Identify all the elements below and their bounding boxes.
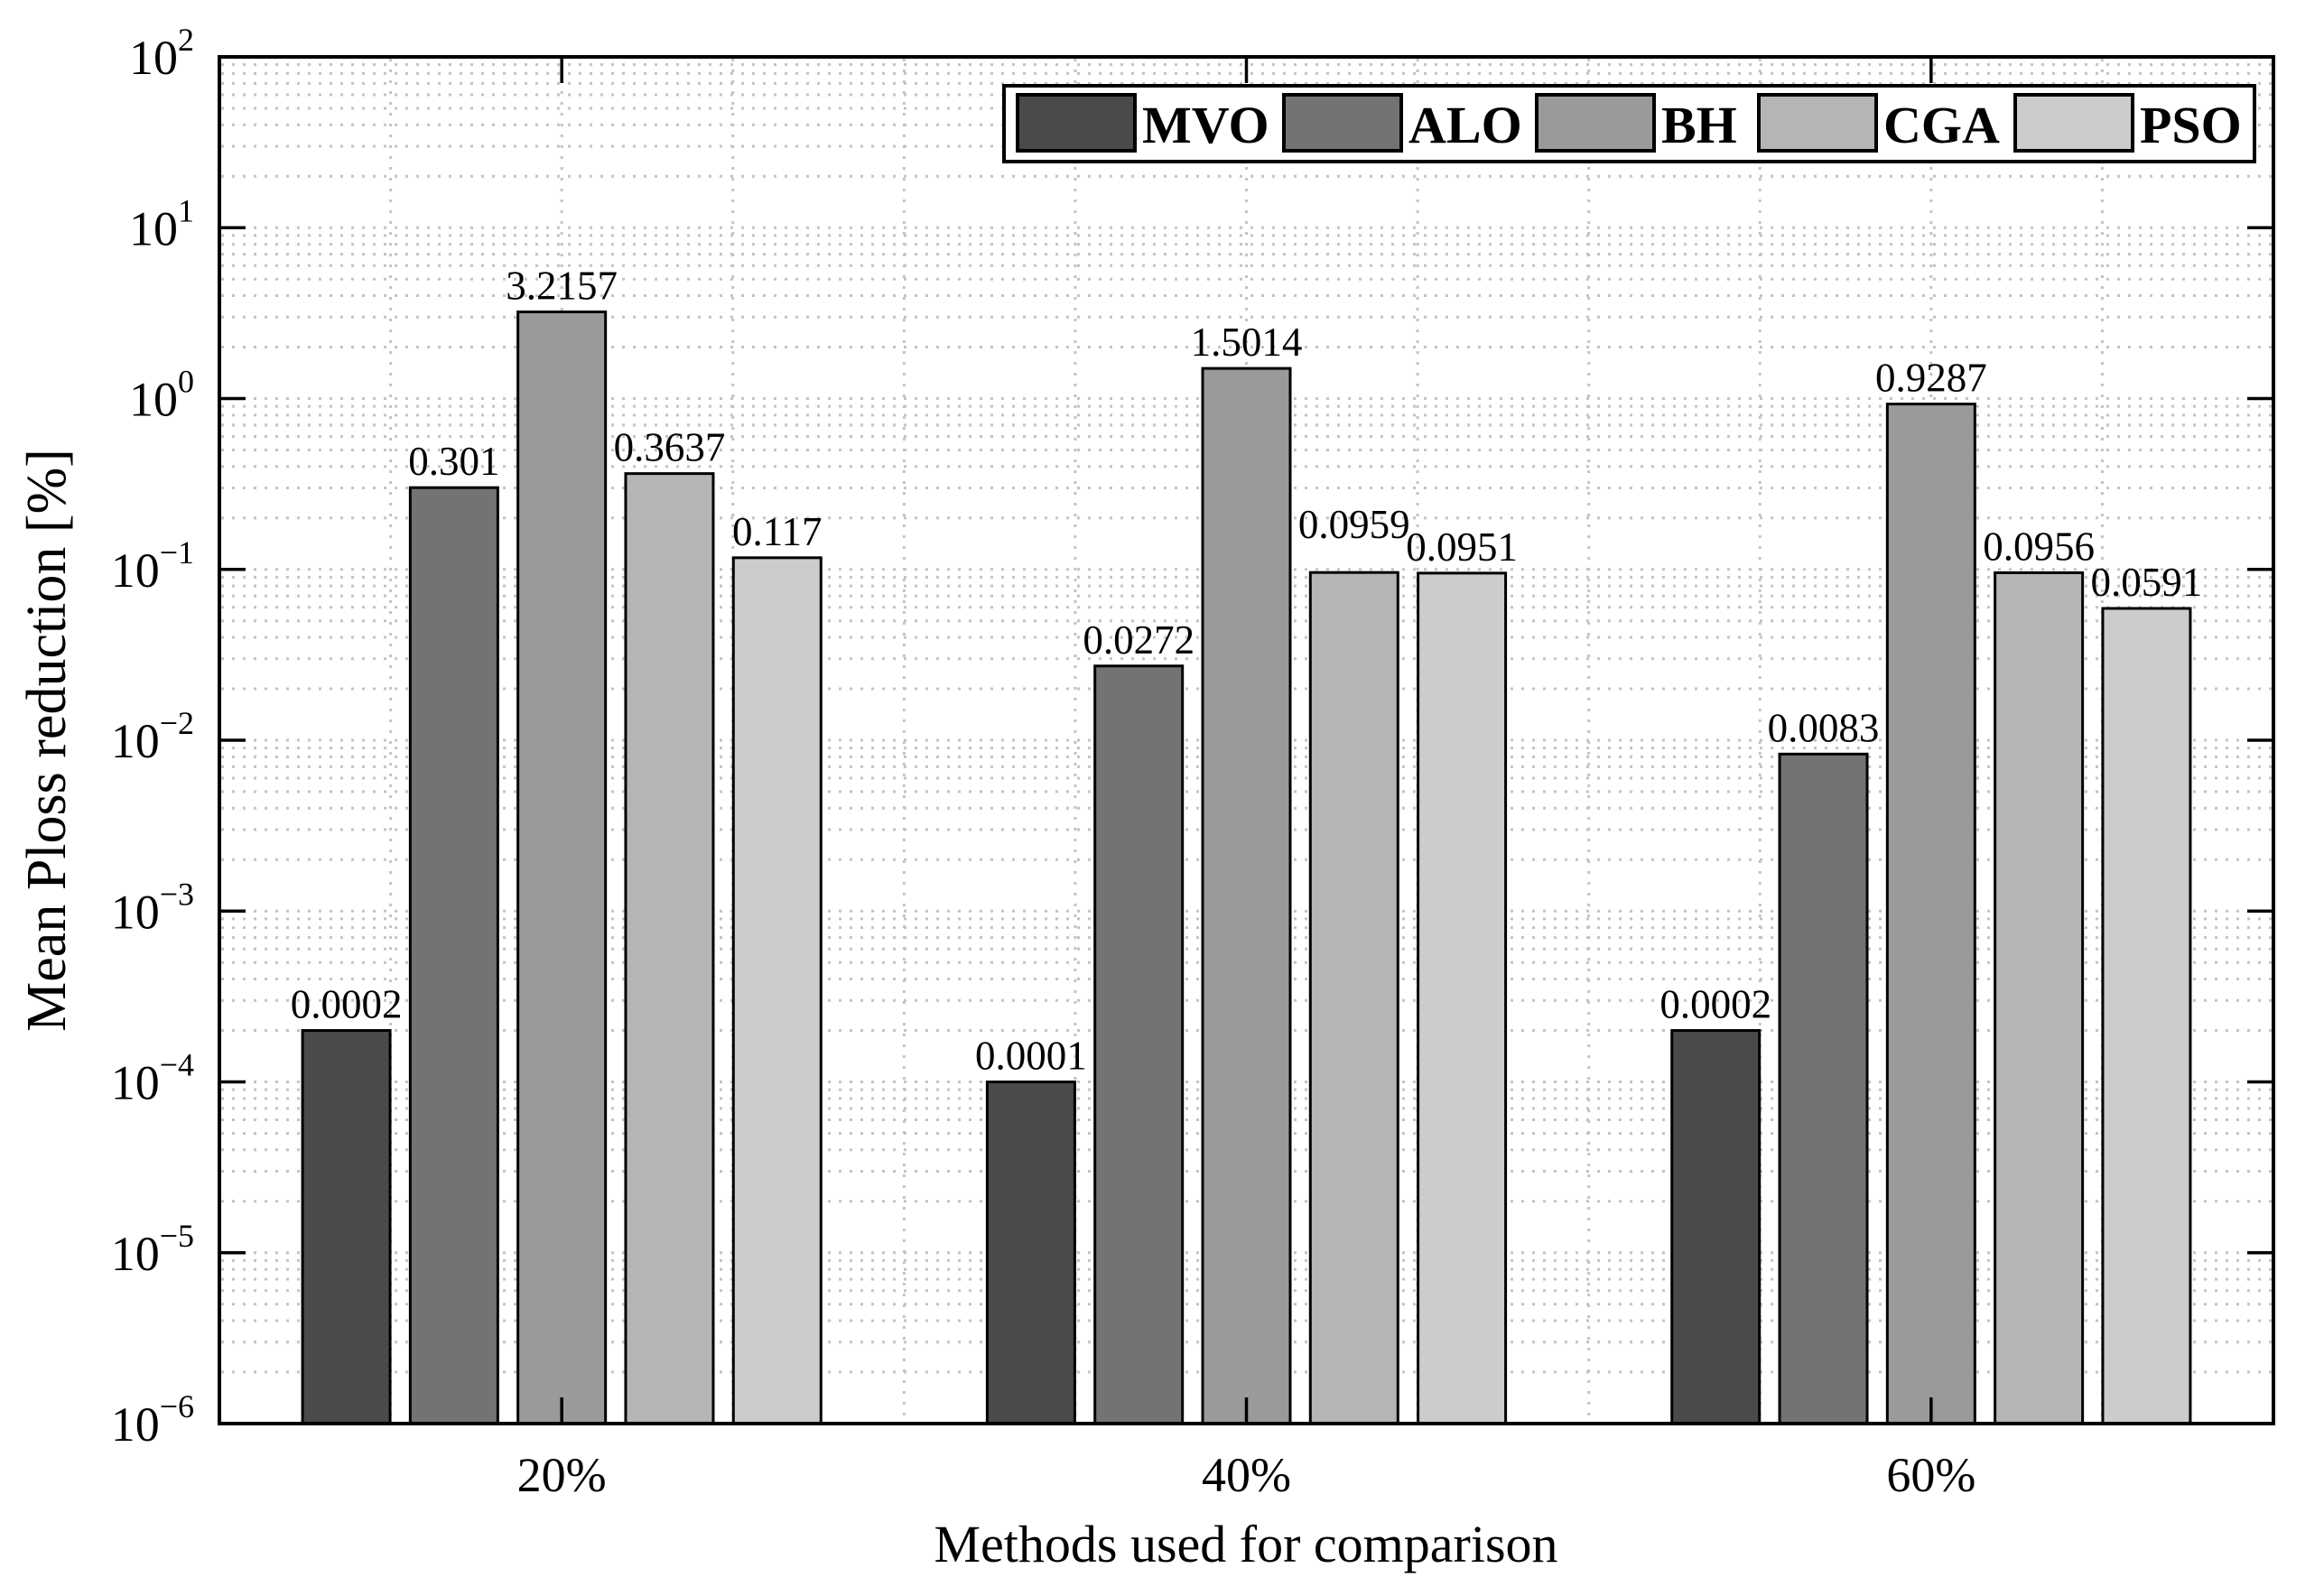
legend-label-PSO: PSO — [2140, 96, 2242, 154]
bar-CGA-60% — [1994, 571, 2085, 1425]
legend-swatch-ALO — [1282, 93, 1403, 153]
bar-ALO-20% — [408, 486, 499, 1425]
bar-MVO-20% — [301, 1029, 392, 1425]
bar-CGA-20% — [624, 472, 715, 1425]
y-tick-label-1e-2: 10−2 — [111, 705, 194, 768]
bar-value-label-MVO-20%: 0.0002 — [291, 982, 403, 1027]
bar-value-label-ALO-60%: 0.0083 — [1768, 705, 1880, 750]
legend: MVO ALO BH CGA PSO — [1002, 84, 2256, 163]
y-tick-label-1e-3: 10−3 — [111, 876, 194, 939]
y-tick-label-1e-4: 10−4 — [111, 1047, 194, 1110]
y-tick-label-1e-6: 10−6 — [111, 1388, 194, 1452]
bar-PSO-60% — [2101, 607, 2192, 1425]
legend-swatch-MVO — [1016, 93, 1137, 153]
bar-value-label-PSO-20%: 0.117 — [732, 509, 823, 554]
bar-value-label-PSO-40%: 0.0951 — [1406, 524, 1518, 570]
bar-BH-60% — [1885, 403, 1976, 1425]
bar-value-label-CGA-60%: 0.0956 — [1983, 524, 2095, 569]
bar-MVO-40% — [985, 1081, 1076, 1425]
bar-ALO-40% — [1093, 664, 1185, 1425]
bar-value-label-PSO-60%: 0.0591 — [2091, 560, 2203, 605]
legend-swatch-CGA — [1757, 93, 1878, 153]
y-tick-label-1e2: 102 — [129, 22, 194, 85]
legend-label-CGA: CGA — [1883, 96, 2000, 154]
legend-swatch-PSO — [2013, 93, 2134, 153]
y-tick-label-1e-5: 10−5 — [111, 1218, 194, 1281]
x-tick-label-60%: 60% — [1886, 1448, 1975, 1502]
bar-value-label-ALO-20%: 0.301 — [408, 439, 499, 484]
bar-value-label-CGA-40%: 0.0959 — [1298, 502, 1410, 547]
bar-PSO-20% — [731, 556, 823, 1425]
legend-swatch-BH — [1535, 93, 1656, 153]
y-tick-label-1e1: 101 — [129, 192, 194, 255]
bar-value-label-MVO-60%: 0.0002 — [1659, 982, 1771, 1027]
legend-label-ALO: ALO — [1408, 96, 1522, 154]
x-tick-label-20%: 20% — [517, 1448, 607, 1502]
legend-label-BH: BH — [1661, 96, 1737, 154]
bar-value-label-BH-40%: 1.5014 — [1191, 320, 1303, 365]
x-tick-labels: 20% 40% 60% — [517, 1448, 1976, 1502]
plot-frame — [218, 55, 2275, 1425]
bar-PSO-40% — [1417, 571, 1508, 1425]
y-tick-label-1e-1: 10−1 — [111, 534, 194, 598]
x-axis-label: Methods used for comparison — [934, 1515, 1557, 1573]
legend-label-MVO: MVO — [1142, 96, 1269, 154]
bar-series — [301, 310, 2192, 1425]
bar-ALO-60% — [1778, 752, 1869, 1425]
bar-value-label-CGA-20%: 0.3637 — [614, 425, 726, 470]
bar-BH-40% — [1201, 367, 1292, 1425]
bar-CGA-40% — [1308, 571, 1399, 1425]
y-tick-labels: 102 101 100 10−1 10−2 10−3 10−4 10−5 10−6 — [111, 22, 194, 1452]
bar-MVO-60% — [1670, 1029, 1762, 1425]
bar-value-label-BH-60%: 0.9287 — [1875, 356, 1987, 401]
x-tick-label-40%: 40% — [1202, 1448, 1291, 1502]
plot-area — [218, 55, 2275, 1425]
bar-value-label-ALO-40%: 0.0272 — [1083, 617, 1195, 663]
y-axis-label: Mean Ploss reduction [%] — [16, 449, 78, 1032]
y-tick-label-1e0: 100 — [129, 364, 194, 427]
axis-ticks — [221, 55, 2272, 1425]
bar-value-label-BH-20%: 3.2157 — [506, 263, 618, 308]
bar-value-label-MVO-40%: 0.0001 — [975, 1034, 1087, 1079]
bar-BH-20% — [516, 310, 608, 1425]
